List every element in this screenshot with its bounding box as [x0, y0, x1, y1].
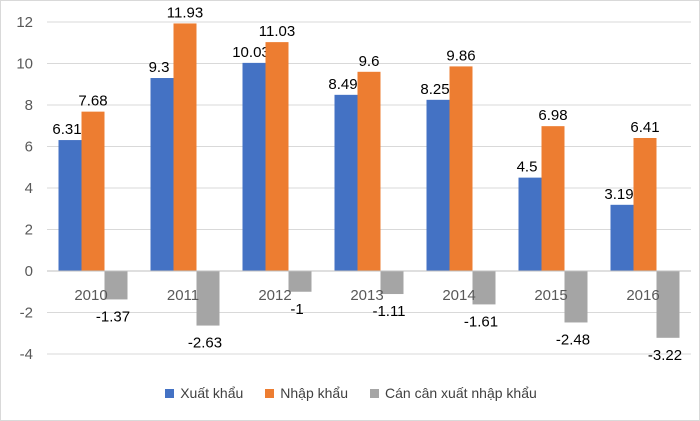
bar-can_can-2014: [472, 271, 496, 305]
y-tick-label: -4: [20, 346, 33, 363]
bar-can_can-2016: [656, 271, 680, 338]
y-tick-label: 0: [25, 263, 33, 280]
bar-can_can-2010: [104, 271, 128, 300]
bar-nhap_khau-2016: [633, 137, 657, 271]
legend-swatch-nhap-khau: [265, 388, 275, 398]
data-label: -2.63: [188, 335, 222, 352]
data-label: 11.93: [167, 4, 203, 21]
bar-xuat_khau-2013: [334, 94, 358, 272]
data-label: -1.61: [464, 313, 498, 330]
legend: Xuất khẩu Nhập khẩu Cán cân xuất nhập kh…: [1, 382, 700, 404]
bar-nhap_khau-2015: [541, 126, 565, 271]
legend-item-can-can: Cán cân xuất nhập khẩu: [370, 385, 537, 401]
y-tick-label: 4: [25, 180, 33, 197]
x-tick-label: 2010: [74, 287, 107, 304]
x-tick-label: 2015: [534, 287, 567, 304]
y-tick-label: 12: [16, 14, 33, 31]
data-label: 3.19: [604, 186, 633, 203]
bar-xuat_khau-2011: [150, 78, 174, 272]
data-label: 9.3: [149, 59, 170, 76]
y-tick-label: 2: [25, 222, 33, 239]
x-tick-label: 2011: [167, 287, 199, 304]
data-label: 6.41: [630, 119, 659, 136]
y-tick-label: 10: [16, 56, 33, 73]
bar-xuat_khau-2014: [426, 99, 450, 271]
legend-swatch-can-can: [370, 388, 379, 398]
data-label: -2.48: [556, 331, 590, 348]
legend-item-xuat-khau: Xuất khẩu: [165, 385, 243, 401]
bar-xuat_khau-2015: [518, 177, 542, 271]
data-label: 10.03: [232, 44, 270, 61]
data-label: 11.03: [259, 23, 295, 40]
data-label: -1.11: [372, 303, 405, 320]
bar-can_can-2015: [564, 271, 588, 323]
legend-label-nhap-khau: Nhập khẩu: [280, 385, 348, 401]
data-label: 6.31: [52, 121, 81, 138]
data-label: 8.49: [328, 76, 357, 93]
y-tick-label: 8: [25, 97, 33, 114]
data-label: -1.37: [96, 308, 130, 325]
bar-chart: -4 -2 0 2 4 6 8 10 12 6.31 9.3 10.03 8.49 8.25 4.5 3.19…: [16, 4, 691, 364]
bar-nhap_khau-2011: [173, 23, 197, 271]
x-tick-label: 2013: [350, 287, 383, 304]
y-tick-label: -2: [20, 305, 33, 322]
data-label: -1: [290, 301, 303, 318]
data-label: -3.22: [648, 347, 682, 364]
bar-can_can-2011: [196, 271, 220, 326]
data-label: 9.86: [446, 47, 475, 64]
bar-nhap_khau-2013: [357, 71, 381, 271]
data-label: 9.6: [359, 53, 380, 70]
data-label: 6.98: [538, 107, 567, 124]
bar-can_can-2012: [288, 271, 312, 292]
bar-xuat_khau-2010: [58, 140, 82, 271]
legend-item-nhap-khau: Nhập khẩu: [265, 385, 348, 401]
data-label: 7.68: [78, 93, 107, 110]
bar-can_can-2013: [380, 271, 404, 295]
bar-xuat_khau-2012: [242, 62, 266, 271]
bar-nhap_khau-2014: [449, 66, 473, 271]
x-tick-label: 2014: [442, 287, 475, 304]
x-tick-label: 2016: [626, 287, 659, 304]
bar-nhap_khau-2010: [81, 111, 105, 271]
legend-swatch-xuat-khau: [165, 388, 175, 398]
data-label: 8.25: [420, 81, 449, 98]
legend-label-xuat-khau: Xuất khẩu: [180, 385, 244, 401]
data-label: 4.5: [517, 159, 538, 176]
bar-xuat_khau-2016: [610, 204, 634, 271]
bar-nhap_khau-2012: [265, 42, 289, 271]
x-tick-label: 2012: [258, 287, 291, 304]
legend-label-can-can: Cán cân xuất nhập khẩu: [385, 385, 537, 401]
y-tick-label: 6: [25, 139, 33, 156]
